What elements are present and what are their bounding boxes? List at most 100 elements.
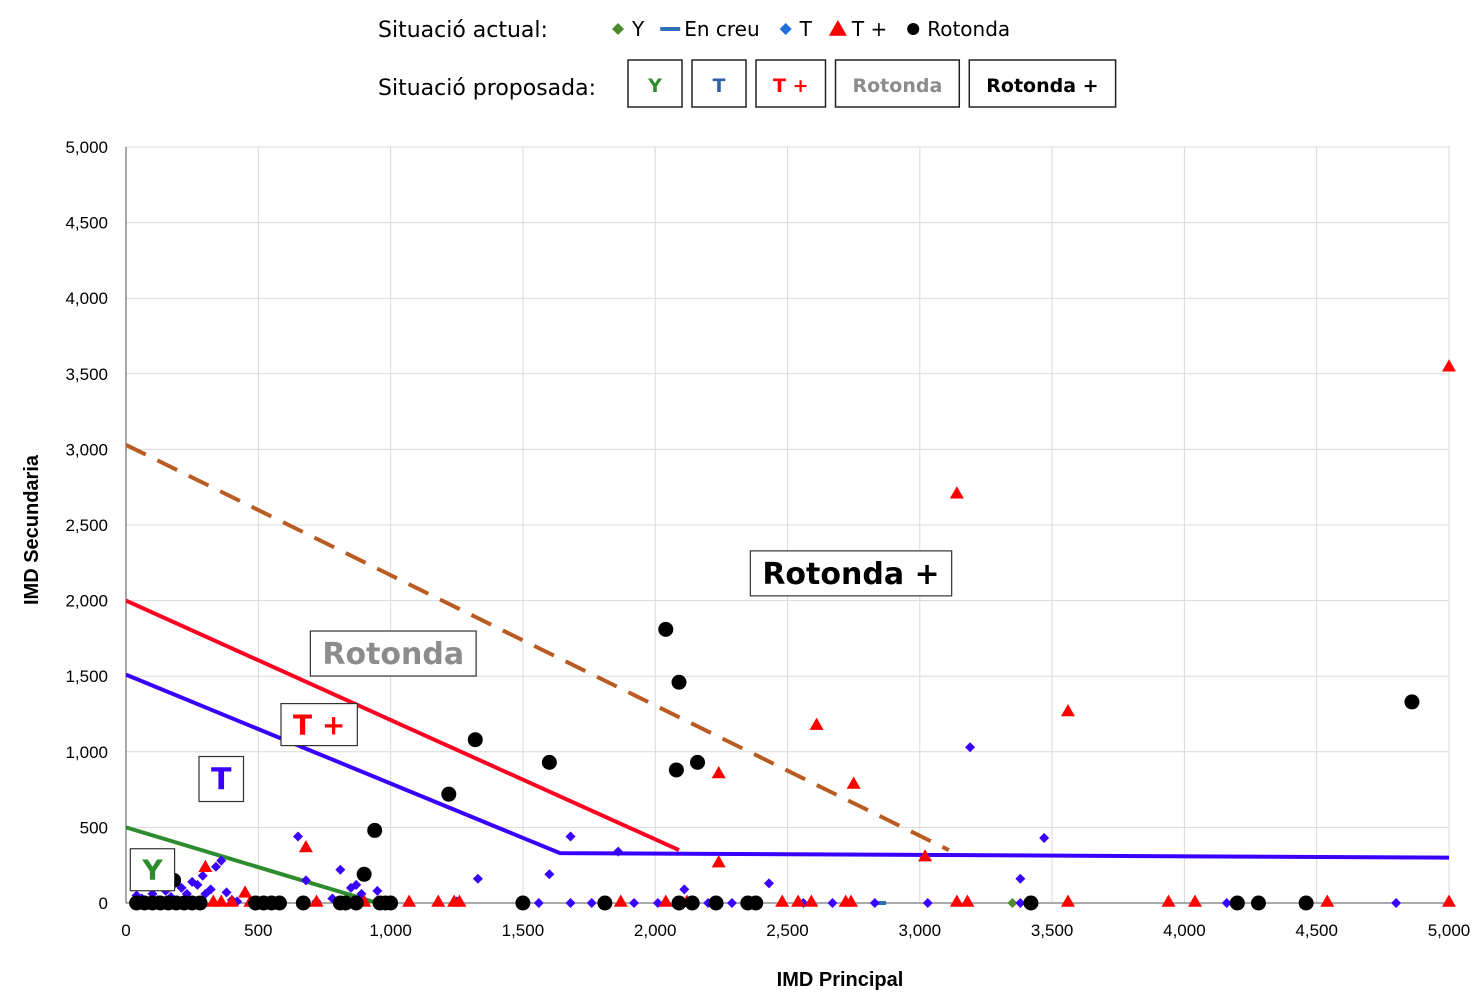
point-rotonda: [467, 732, 483, 748]
legend-proposed-y-label: Y: [647, 75, 662, 97]
point-rotonda: [690, 754, 706, 770]
point-y: [1007, 898, 1018, 908]
point-rotonda: [668, 762, 684, 778]
point-t: [221, 887, 232, 898]
point-rotonda: [671, 895, 687, 911]
point-t: [431, 894, 446, 907]
threshold-lines: [125, 443, 1450, 905]
region-label: Y: [129, 848, 176, 892]
legend-current-en-creu-label: En creu: [684, 17, 759, 41]
point-t: [726, 898, 737, 908]
point-t: [791, 894, 806, 907]
point-t: [1161, 894, 1176, 907]
point-rotonda: [658, 621, 674, 637]
point-t: [533, 898, 544, 908]
point-t: [586, 898, 597, 908]
y-axis-title: IMD Secundaria: [21, 454, 43, 605]
point-t: [565, 831, 576, 842]
point-t: [844, 894, 859, 907]
y-tick-label: 0: [99, 894, 108, 913]
point-t: [1060, 703, 1075, 717]
legend-proposed-items: Y T T + Rotonda Rotonda +: [627, 59, 1117, 108]
legend-proposed-t: T: [691, 59, 747, 108]
point-rotonda: [515, 895, 531, 911]
threshold-line-rotonda: [125, 443, 950, 852]
point-rotonda: [1250, 895, 1266, 911]
threshold-line-y: [125, 825, 378, 905]
point-t: [809, 717, 824, 730]
x-tick-label: 2,500: [766, 921, 809, 940]
legend-current-y-label: Y: [631, 17, 645, 41]
point-t: [1015, 898, 1026, 908]
y-tick-label: 4,500: [65, 214, 108, 233]
point-t: [1442, 894, 1456, 907]
region-label: Rotonda: [309, 630, 477, 677]
legend-current-title: Situació actual:: [378, 18, 548, 43]
point-rotonda: [541, 754, 557, 770]
point-t: [351, 879, 362, 890]
point-rotonda: [1229, 895, 1245, 911]
region-label-text: Rotonda: [322, 637, 464, 672]
y-tick-label: 500: [80, 818, 108, 837]
point-t: [214, 894, 229, 907]
point-t: [846, 776, 861, 789]
legend-current-t-marker: [779, 23, 792, 35]
point-t: [949, 486, 964, 499]
y-tick-label: 4,000: [65, 289, 108, 308]
x-tick-label: 3,000: [899, 921, 942, 940]
y-tick-label: 1,500: [65, 667, 108, 686]
x-tick-label: 5,000: [1428, 921, 1471, 940]
point-t: [1442, 359, 1456, 372]
region-label: Rotonda +: [749, 550, 953, 597]
legend: Situació actual: Y En creu T T + Rotonda Sit…: [378, 17, 1117, 108]
threshold-line-t: [125, 598, 680, 852]
region-label-box: [280, 702, 358, 747]
point-t: [192, 879, 203, 890]
legend-proposed-rotonda: Rotonda: [834, 59, 961, 108]
point-t: [711, 765, 726, 779]
point-t: [298, 840, 313, 853]
point-t: [335, 864, 346, 875]
legend-proposed-rotonda-box: [834, 59, 961, 108]
point-t: [804, 894, 819, 907]
point-t: [210, 861, 221, 872]
data-points: [129, 359, 1456, 911]
point-t: [197, 870, 208, 881]
point-t: [960, 894, 975, 907]
legend-current-t-label: T: [799, 17, 813, 41]
y-tick-label: 2,500: [65, 516, 108, 535]
region-label-text: Y: [141, 854, 163, 887]
x-tick-label: 0: [121, 921, 130, 940]
region-label-box: [749, 550, 953, 597]
point-rotonda: [671, 674, 687, 690]
point-rotonda: [708, 895, 724, 911]
point-t: [679, 884, 690, 895]
legend-proposed-rotonda: Rotonda +: [968, 59, 1117, 108]
point-t: [472, 873, 483, 884]
point-t: [918, 849, 933, 862]
y-tick-label: 2,000: [65, 592, 108, 611]
point-rotonda: [441, 786, 457, 802]
point-rotonda: [192, 895, 208, 911]
y-tick-label: 1,000: [65, 743, 108, 762]
point-rotonda: [597, 895, 613, 911]
region-label-box: [198, 755, 245, 803]
y-tick-label: 3,000: [65, 440, 108, 459]
point-t: [309, 894, 324, 907]
point-t: [922, 898, 933, 908]
legend-current-t-marker: [828, 20, 847, 36]
region-label-box: [129, 848, 176, 892]
point-t: [775, 894, 790, 907]
point-t: [300, 875, 311, 886]
x-tick-label: 1,500: [502, 921, 545, 940]
point-t: [827, 898, 838, 908]
legend-proposed-y: Y: [627, 59, 683, 108]
point-t: [1015, 873, 1026, 884]
point-t: [1060, 894, 1075, 907]
region-label-text: Rotonda +: [762, 557, 939, 592]
x-axis-title: IMD Principal: [777, 969, 904, 991]
point-t: [711, 855, 726, 868]
point-rotonda: [748, 895, 764, 911]
point-t: [1320, 894, 1335, 907]
legend-proposed-t-label: T +: [773, 75, 809, 97]
